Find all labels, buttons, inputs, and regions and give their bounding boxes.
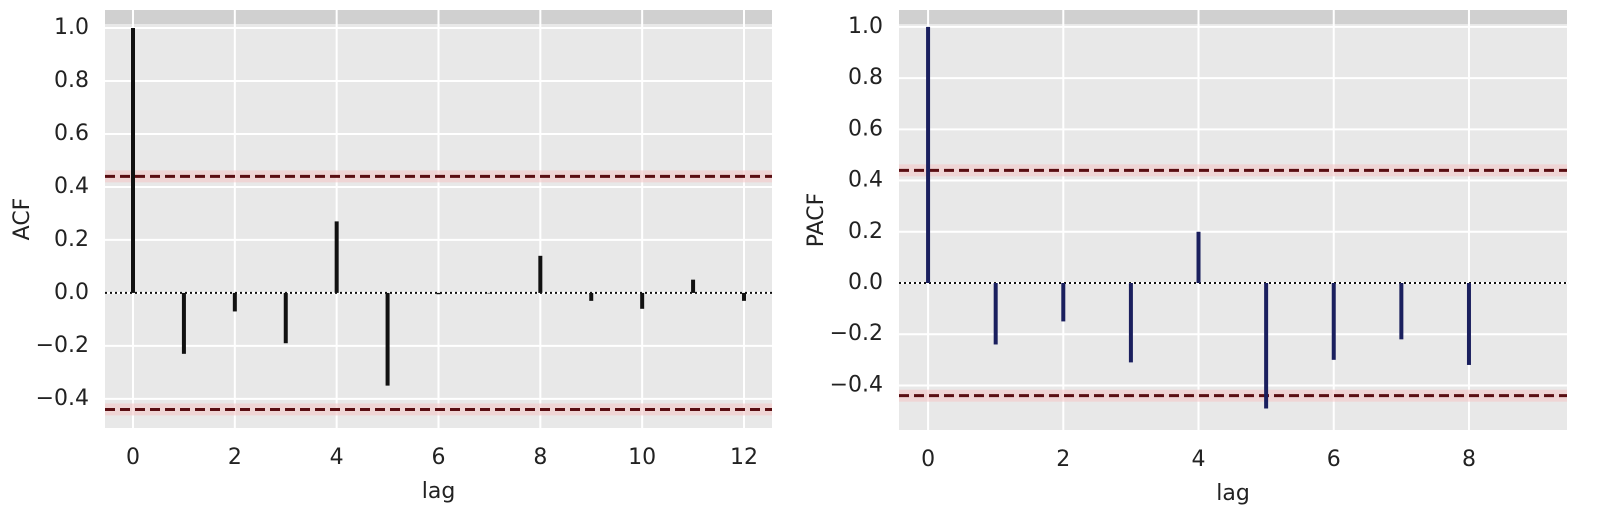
x-axis-label: lag bbox=[1216, 481, 1250, 506]
stem bbox=[436, 292, 441, 295]
stem bbox=[1061, 283, 1066, 322]
x-tick-label: 6 bbox=[432, 445, 446, 470]
y-tick-label: 1.0 bbox=[848, 14, 883, 39]
y-tick-label: 0.8 bbox=[848, 65, 883, 90]
stem bbox=[487, 292, 492, 294]
x-tick-label: 2 bbox=[1056, 447, 1070, 472]
y-tick-label: 0.0 bbox=[54, 280, 89, 305]
y-tick-label: −0.2 bbox=[830, 321, 883, 346]
stem bbox=[926, 26, 931, 284]
stem bbox=[741, 292, 746, 301]
stem bbox=[640, 292, 645, 309]
stem bbox=[538, 255, 543, 293]
x-tick-label: 6 bbox=[1327, 447, 1341, 472]
stem bbox=[691, 279, 696, 293]
y-axis-label: PACF bbox=[804, 193, 829, 248]
x-tick-label: 8 bbox=[1462, 447, 1476, 472]
y-tick-label: 0.4 bbox=[54, 174, 89, 199]
stem bbox=[1264, 283, 1269, 409]
x-tick-label: 4 bbox=[330, 445, 344, 470]
stem bbox=[385, 292, 390, 386]
stem bbox=[1331, 283, 1336, 360]
y-tick-label: 1.0 bbox=[54, 15, 89, 40]
stem bbox=[1399, 283, 1404, 340]
stem bbox=[1196, 231, 1201, 283]
stem bbox=[1128, 283, 1133, 363]
x-tick-label: 0 bbox=[921, 447, 935, 472]
stem bbox=[334, 221, 339, 293]
plot-background bbox=[899, 10, 1567, 430]
y-tick-label: 0.4 bbox=[848, 168, 883, 193]
x-tick-label: 10 bbox=[628, 445, 656, 470]
y-tick-label: 0.2 bbox=[848, 219, 883, 244]
stem bbox=[1466, 283, 1471, 365]
stem bbox=[131, 28, 136, 293]
y-tick-label: 0.8 bbox=[54, 68, 89, 93]
y-tick-label: −0.2 bbox=[36, 333, 89, 358]
y-axis-label: ACF bbox=[10, 198, 35, 241]
stem bbox=[589, 292, 594, 301]
stem bbox=[232, 292, 237, 312]
stem bbox=[181, 292, 186, 354]
stem bbox=[283, 292, 288, 344]
x-tick-label: 8 bbox=[533, 445, 547, 470]
x-tick-label: 12 bbox=[730, 445, 758, 470]
y-tick-label: 0.0 bbox=[848, 270, 883, 295]
stem bbox=[993, 283, 998, 345]
y-tick-label: 0.2 bbox=[54, 227, 89, 252]
x-tick-label: 0 bbox=[126, 445, 140, 470]
y-tick-label: 0.6 bbox=[848, 116, 883, 141]
plot-top-strip bbox=[899, 10, 1567, 24]
y-tick-label: −0.4 bbox=[830, 372, 883, 397]
y-tick-label: 0.6 bbox=[54, 121, 89, 146]
y-tick-label: −0.4 bbox=[36, 386, 89, 411]
x-tick-label: 4 bbox=[1192, 447, 1206, 472]
x-axis-label: lag bbox=[422, 479, 456, 504]
x-tick-label: 2 bbox=[228, 445, 242, 470]
